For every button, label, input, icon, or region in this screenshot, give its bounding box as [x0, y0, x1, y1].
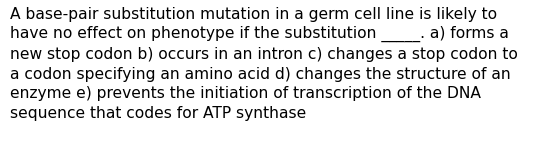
Text: A base-pair substitution mutation in a germ cell line is likely to
have no effec: A base-pair substitution mutation in a g…	[10, 7, 518, 121]
